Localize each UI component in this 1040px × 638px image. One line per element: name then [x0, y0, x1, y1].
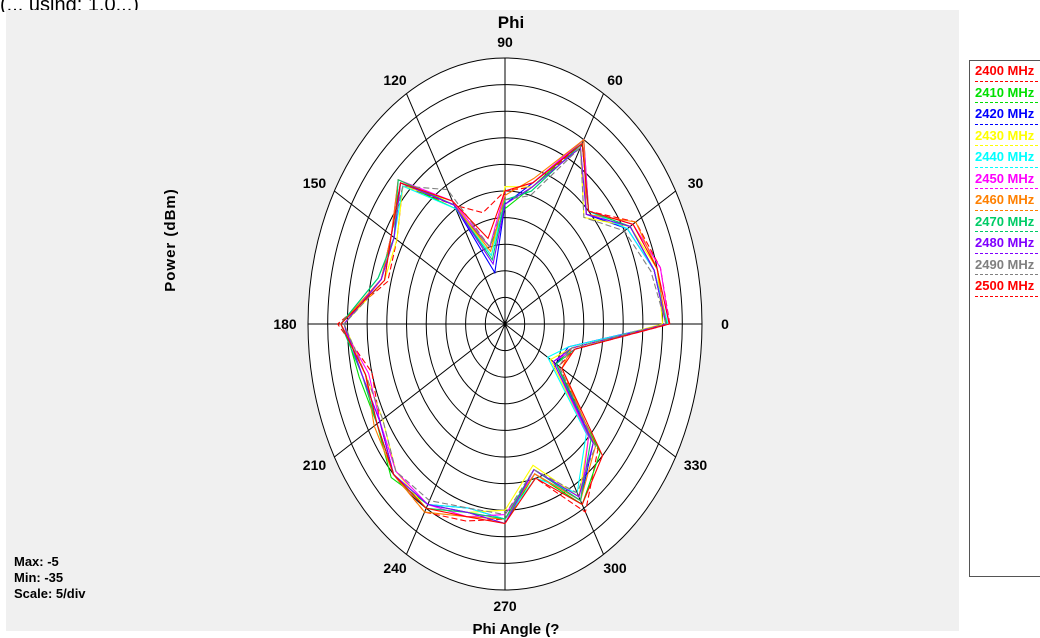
legend-item: 2420 MHz — [970, 104, 1040, 126]
legend-label: 2440 MHz — [975, 149, 1035, 164]
stats-box: Max: -5 Min: -35 Scale: 5/div — [14, 554, 86, 602]
legend-item: 2410 MHz — [970, 83, 1040, 105]
series-line — [343, 146, 667, 516]
top-clipped-text: (... using: 1.0...) — [0, 0, 139, 12]
legend-label: 2420 MHz — [975, 106, 1035, 121]
angle-label: 240 — [383, 560, 407, 576]
legend-swatch — [975, 188, 1040, 189]
legend-swatch — [975, 231, 1040, 232]
angle-label: 0 — [721, 316, 729, 332]
angle-label: 150 — [303, 175, 327, 191]
legend-item: 2500 MHz — [970, 276, 1040, 298]
x-axis-label: Phi Angle (? — [472, 621, 560, 638]
legend-item: 2490 MHz — [970, 255, 1040, 277]
angle-label: 180 — [273, 316, 297, 332]
chart-title: Phi — [497, 13, 525, 32]
angle-label: 60 — [607, 72, 623, 88]
grid-spoke — [334, 190, 506, 325]
legend-item: 2430 MHz — [970, 126, 1040, 148]
legend-label: 2410 MHz — [975, 84, 1035, 100]
angle-label: 30 — [688, 175, 704, 191]
legend-item: 2400 MHz — [970, 61, 1040, 83]
legend-label: 2400 MHz — [975, 63, 1035, 78]
legend-label: 2430 MHz — [975, 127, 1035, 143]
grid-spoke — [504, 323, 604, 555]
angle-label: 90 — [497, 34, 513, 50]
legend-item: 2480 MHz — [970, 233, 1040, 255]
grid-spoke — [504, 190, 676, 325]
legend-label: 2470 MHz — [975, 213, 1035, 229]
legend-swatch — [975, 166, 1040, 168]
angle-label: 270 — [493, 598, 517, 614]
legend-label: 2450 MHz — [975, 170, 1035, 186]
legend-swatch — [975, 102, 1040, 103]
legend-item: 2470 MHz — [970, 212, 1040, 234]
legend-swatch — [975, 252, 1040, 254]
legend-label: 2490 MHz — [975, 256, 1035, 272]
legend-swatch — [975, 209, 1040, 211]
angle-label: 120 — [383, 72, 407, 88]
y-axis-label: Power (dBm) — [162, 188, 179, 292]
stat-min: Min: -35 — [14, 570, 64, 585]
stat-max: Max: -5 — [14, 554, 59, 569]
series-line — [340, 142, 670, 525]
legend: 2400 MHz 2410 MHz 2420 MHz 2430 MHz 2440 MHz… — [969, 60, 1040, 577]
legend-item: 2440 MHz — [970, 147, 1040, 169]
plot-panel: 90 60 30 0 330 300 270 240 210 180 150 120 Phi Powe… — [6, 10, 959, 638]
legend-item: 2460 MHz — [970, 190, 1040, 212]
legend-swatch — [975, 123, 1040, 125]
grid-spoke — [334, 323, 506, 458]
grid-spoke — [504, 93, 604, 325]
legend-swatch — [975, 274, 1040, 275]
grid-spoke — [406, 323, 506, 555]
legend-label: 2460 MHz — [975, 192, 1035, 207]
angle-label: 210 — [303, 457, 327, 473]
angle-label: 330 — [684, 457, 708, 473]
legend-swatch — [975, 145, 1040, 146]
legend-label: 2480 MHz — [975, 235, 1035, 250]
angle-label: 300 — [603, 560, 627, 576]
stat-scale: Scale: 5/div — [14, 586, 86, 601]
grid-spoke — [504, 323, 676, 458]
legend-item: 2450 MHz — [970, 169, 1040, 191]
legend-swatch — [975, 80, 1040, 82]
legend-swatch — [975, 295, 1040, 297]
legend-label: 2500 MHz — [975, 278, 1035, 293]
